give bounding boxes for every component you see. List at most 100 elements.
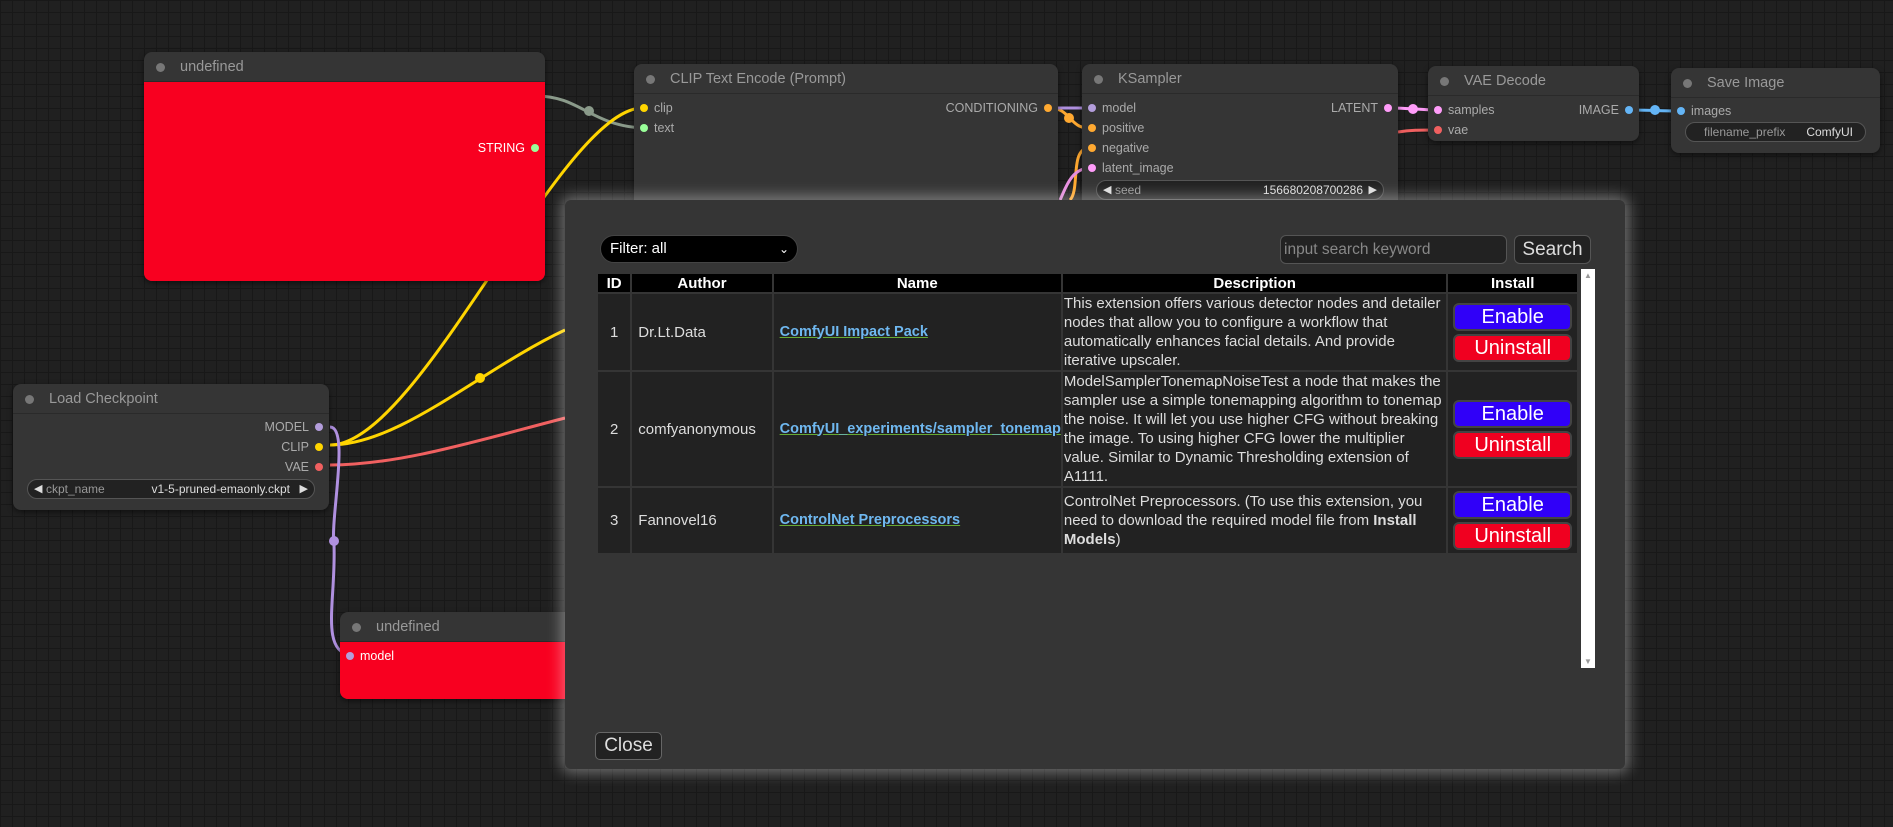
node-title: undefined	[340, 612, 580, 642]
ksampler-node[interactable]: KSampler model positive negative latent_…	[1082, 64, 1398, 214]
slot-label: IMAGE	[1578, 103, 1619, 117]
slot-label: positive	[1102, 121, 1145, 135]
widget-value: v1-5-pruned-emaonly.ckpt	[151, 482, 290, 496]
uninstall-button[interactable]: Uninstall	[1453, 522, 1573, 550]
filter-select[interactable]: Filter: all ⌄	[600, 235, 798, 263]
slot-label: latent_image	[1102, 161, 1174, 175]
column-description: Description	[1060, 272, 1449, 294]
load-checkpoint-node[interactable]: Load Checkpoint MODEL CLIP VAE ◀ ckpt_nam…	[13, 384, 329, 510]
extension-link[interactable]: ComfyUI Impact Pack	[771, 292, 1063, 372]
chevron-down-icon: ⌄	[778, 242, 789, 256]
input-model[interactable]: model	[346, 648, 394, 664]
save-image-node[interactable]: Save Image images filename_prefix ComfyUI	[1671, 68, 1880, 153]
slot-dot-icon[interactable]	[1088, 164, 1096, 172]
slot-dot-icon[interactable]	[1434, 106, 1442, 114]
node-title: Save Image	[1671, 68, 1880, 98]
table-header: ID Author Name Description Install	[595, 272, 1579, 294]
slot-dot-icon[interactable]	[315, 423, 323, 431]
input-model[interactable]: model	[1088, 100, 1137, 116]
slot-dot-icon[interactable]	[315, 443, 323, 451]
input-clip[interactable]: clip	[640, 100, 673, 116]
node-body	[144, 82, 545, 281]
slot-label: negative	[1102, 141, 1150, 155]
install-cell: Enable Uninstall	[1446, 292, 1579, 372]
slot-dot-icon[interactable]	[1434, 126, 1442, 134]
slot-dot-icon[interactable]	[1677, 107, 1685, 115]
row-id: 1	[595, 292, 633, 372]
arrow-right-icon[interactable]: ▶	[1368, 184, 1377, 196]
input-text[interactable]: text	[640, 120, 675, 136]
output-model[interactable]: MODEL	[264, 419, 323, 435]
slot-dot-icon[interactable]	[1384, 104, 1392, 112]
slot-label: STRING	[477, 141, 525, 155]
output-string[interactable]: STRING	[477, 140, 539, 156]
table-row: 2 comfyanonymous ComfyUI_experiments/sam…	[595, 370, 1579, 488]
slot-dot-icon[interactable]	[1088, 144, 1096, 152]
clip-text-encode-node[interactable]: CLIP Text Encode (Prompt) clip text COND…	[634, 64, 1058, 214]
output-vae[interactable]: VAE	[285, 459, 323, 475]
node-title: Load Checkpoint	[13, 384, 329, 414]
input-latent-image[interactable]: latent_image	[1088, 160, 1174, 176]
seed-widget[interactable]: ◀ seed 156680208700286 ▶	[1096, 180, 1384, 200]
output-latent[interactable]: LATENT	[1331, 100, 1392, 116]
filter-value: Filter: all	[610, 240, 667, 257]
slot-dot-icon[interactable]	[315, 463, 323, 471]
install-models-text: Install Models	[1063, 512, 1417, 548]
enable-button[interactable]: Enable	[1453, 302, 1573, 331]
row-author: comfyanonymous	[630, 370, 774, 488]
slot-dot-icon[interactable]	[1625, 106, 1633, 114]
ckpt-name-widget[interactable]: ◀ ckpt_name v1-5-pruned-emaonly.ckpt ▶	[27, 479, 315, 499]
column-author: Author	[630, 272, 774, 294]
slot-label: LATENT	[1331, 101, 1378, 115]
custom-nodes-manager-dialog: Filter: all ⌄ input search keyword Search…	[565, 200, 1625, 769]
slot-dot-icon[interactable]	[640, 124, 648, 132]
enable-button[interactable]: Enable	[1453, 399, 1573, 428]
uninstall-button[interactable]: Uninstall	[1453, 333, 1573, 362]
row-author: Fannovel16	[630, 486, 774, 555]
column-install: Install	[1446, 272, 1579, 294]
slot-dot-icon[interactable]	[1044, 104, 1052, 112]
slot-label: text	[654, 121, 675, 135]
arrow-left-icon[interactable]: ◀	[1103, 184, 1112, 196]
slot-dot-icon[interactable]	[1088, 124, 1096, 132]
slot-dot-icon[interactable]	[1088, 104, 1096, 112]
slot-label: model	[1102, 101, 1137, 115]
row-description: This extension offers various detector n…	[1060, 292, 1449, 372]
search-input[interactable]: input search keyword	[1280, 235, 1507, 264]
scroll-down-icon[interactable]: ▼	[1584, 657, 1592, 666]
slot-label: MODEL	[264, 420, 309, 434]
close-button[interactable]: Close	[595, 732, 662, 760]
slot-label: CONDITIONING	[945, 101, 1038, 115]
description-end: )	[1115, 531, 1121, 548]
input-positive[interactable]: positive	[1088, 120, 1145, 136]
input-samples[interactable]: samples	[1434, 102, 1495, 118]
output-conditioning[interactable]: CONDITIONING	[945, 100, 1052, 116]
enable-button[interactable]: Enable	[1453, 491, 1573, 519]
scroll-up-icon[interactable]: ▲	[1584, 271, 1592, 280]
output-clip[interactable]: CLIP	[281, 439, 323, 455]
arrow-left-icon[interactable]: ◀	[34, 483, 43, 495]
undefined-node-bottom[interactable]: undefined model	[340, 612, 580, 699]
uninstall-button[interactable]: Uninstall	[1453, 430, 1573, 459]
input-images[interactable]: images	[1677, 103, 1731, 119]
node-title: VAE Decode	[1428, 66, 1639, 96]
input-negative[interactable]: negative	[1088, 140, 1150, 156]
arrow-right-icon[interactable]: ▶	[299, 483, 308, 495]
slot-dot-icon[interactable]	[531, 144, 539, 152]
slot-label: samples	[1448, 103, 1495, 117]
slot-dot-icon[interactable]	[346, 652, 354, 660]
input-vae[interactable]: vae	[1434, 122, 1468, 138]
search-button[interactable]: Search	[1514, 235, 1591, 264]
vae-decode-node[interactable]: VAE Decode samples vae IMAGE	[1428, 66, 1639, 141]
slot-dot-icon[interactable]	[640, 104, 648, 112]
row-id: 2	[595, 370, 633, 488]
undefined-node-top[interactable]: undefined STRING	[144, 52, 545, 281]
output-image[interactable]: IMAGE	[1578, 102, 1633, 118]
filename-prefix-widget[interactable]: filename_prefix ComfyUI	[1685, 122, 1866, 142]
extension-link[interactable]: ControlNet Preprocessors	[771, 486, 1063, 555]
node-body	[340, 642, 580, 699]
widget-label: filename_prefix	[1704, 125, 1786, 139]
slot-label: clip	[654, 101, 673, 115]
extension-link[interactable]: ComfyUI_experiments/sampler_tonemap	[771, 370, 1063, 488]
scrollbar[interactable]: ▲ ▼	[1581, 269, 1595, 668]
